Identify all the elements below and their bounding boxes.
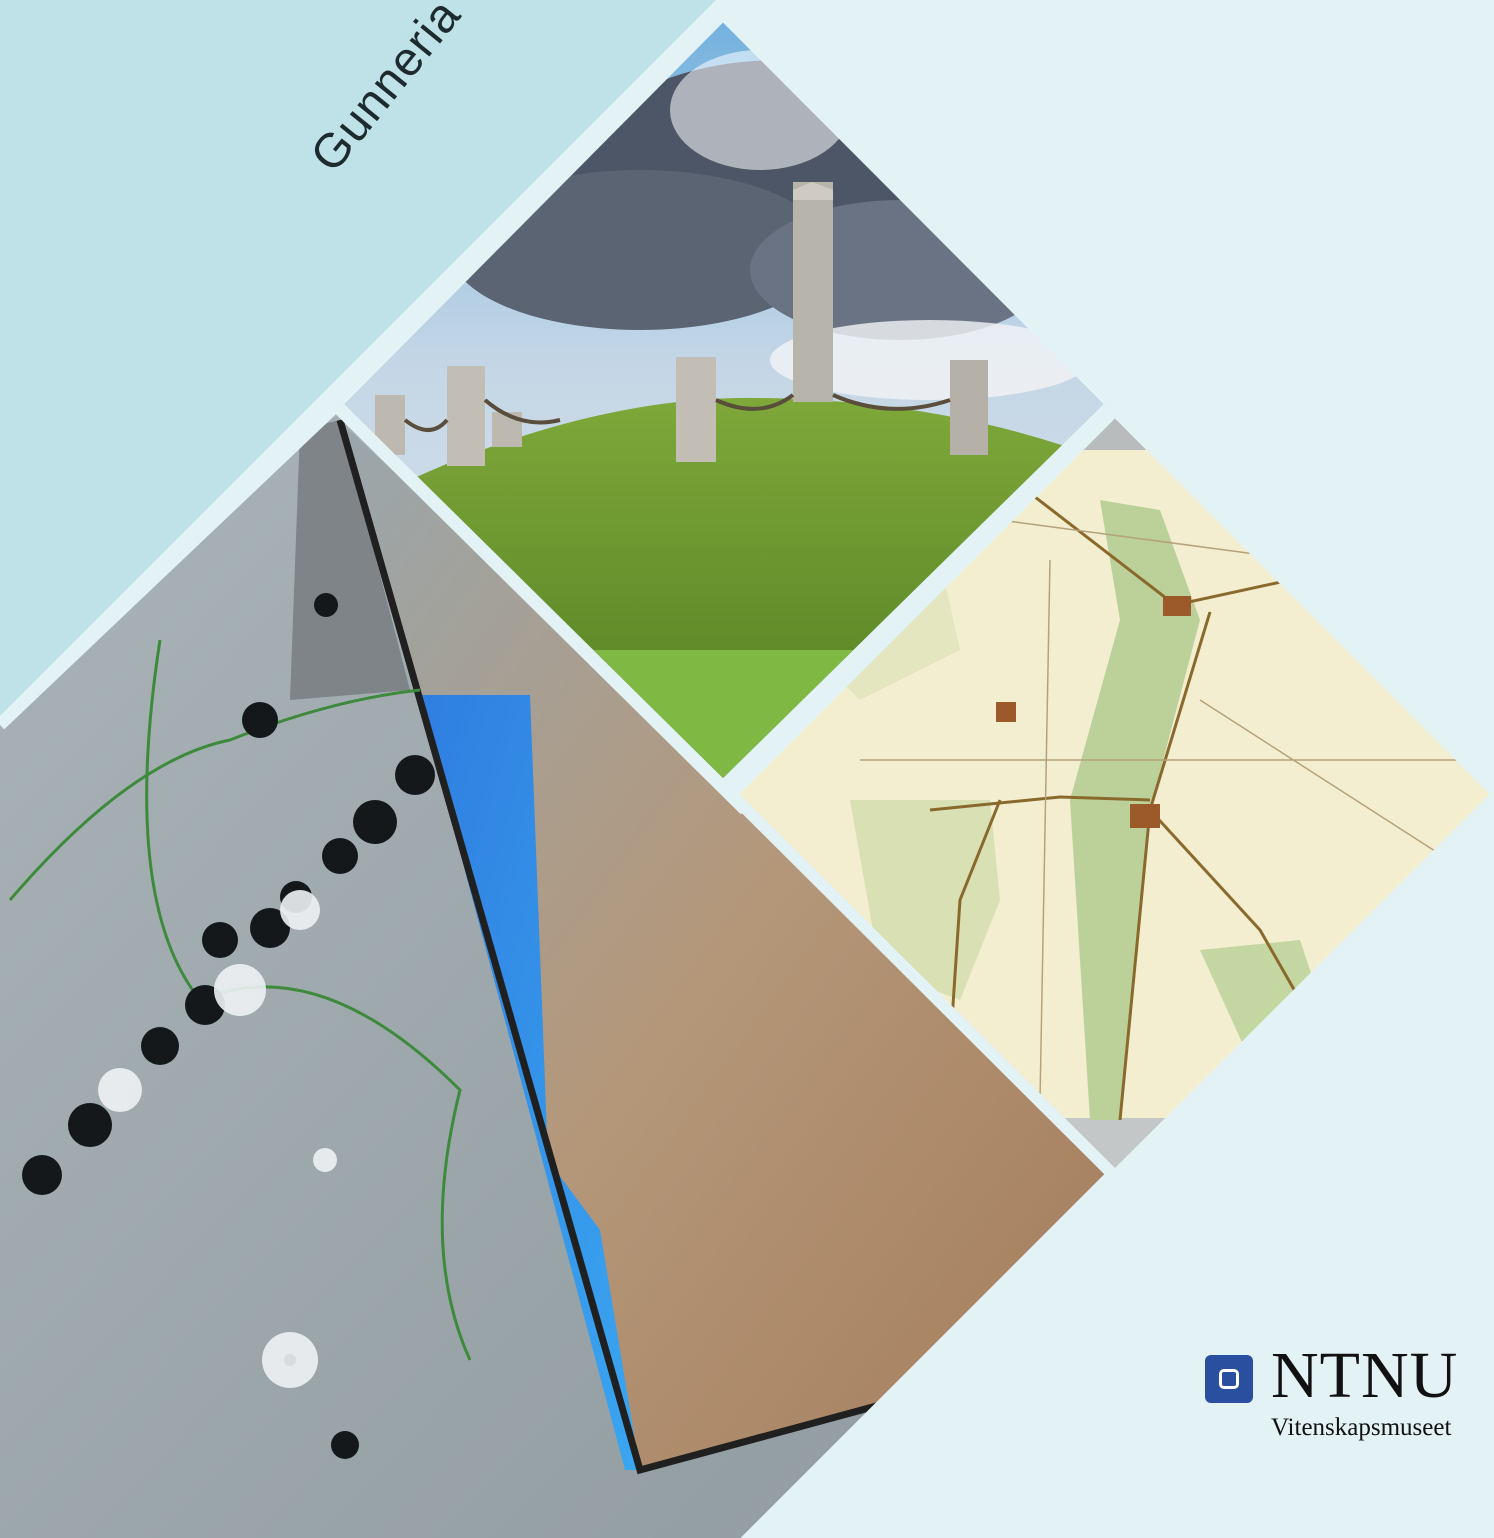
panel-separators xyxy=(0,5,1494,1538)
top-left-block xyxy=(0,0,716,716)
ntnu-logo-icon xyxy=(1205,1355,1253,1403)
logo-wordmark: NTNU xyxy=(1271,1339,1459,1412)
ntnu-logo: NTNU Vitenskapsmuseet xyxy=(1205,1339,1494,1450)
logo-subtitle: Vitenskapsmuseet xyxy=(1271,1414,1452,1441)
